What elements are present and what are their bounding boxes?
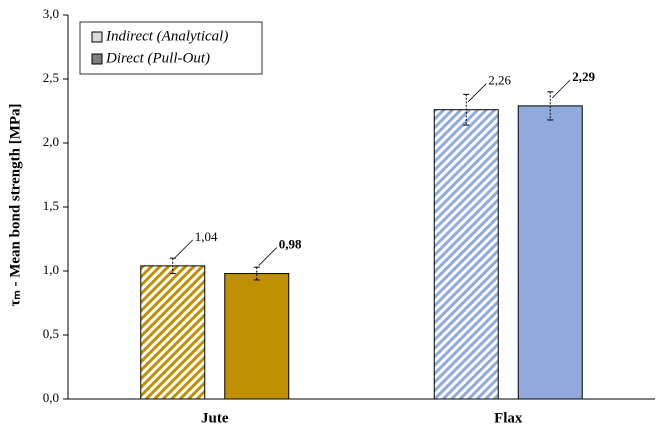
y-tick-label: 1,0 (43, 262, 59, 277)
label-leader (467, 83, 487, 103)
legend-swatch (91, 31, 103, 43)
bar (140, 265, 206, 400)
y-tick-label: 0,0 (43, 390, 59, 405)
y-tick-label: 1,5 (43, 198, 59, 213)
y-tick-label: 3,0 (43, 6, 59, 21)
bar (433, 109, 499, 400)
error-bar (169, 257, 176, 275)
y-tick-label: 0,5 (43, 326, 59, 341)
label-leader (174, 239, 194, 259)
x-tick-label: Flax (494, 410, 523, 426)
y-tick-label: 2,0 (43, 134, 59, 149)
legend-box (79, 21, 263, 75)
error-bar (253, 266, 260, 281)
label-leader (551, 79, 571, 99)
y-tick-label: 2,5 (43, 70, 59, 85)
value-label: 0,98 (279, 237, 302, 252)
value-label: 1,04 (195, 229, 218, 244)
legend-label: Indirect (Analytical) (105, 28, 228, 44)
y-axis-title: τₘ - Mean bond strength [MPa] (7, 103, 23, 306)
x-tick-label: Jute (201, 410, 229, 426)
legend-swatch (91, 53, 103, 65)
value-label: 2,29 (572, 69, 595, 84)
bar (224, 273, 290, 400)
error-bar (547, 91, 554, 121)
bar (517, 105, 583, 400)
error-bar (463, 93, 470, 126)
legend: Indirect (Analytical) Direct (Pull-Out) (79, 21, 263, 75)
legend-label: Direct (Pull-Out) (105, 50, 210, 66)
label-leader (258, 247, 278, 266)
value-label: 2,26 (488, 73, 511, 88)
